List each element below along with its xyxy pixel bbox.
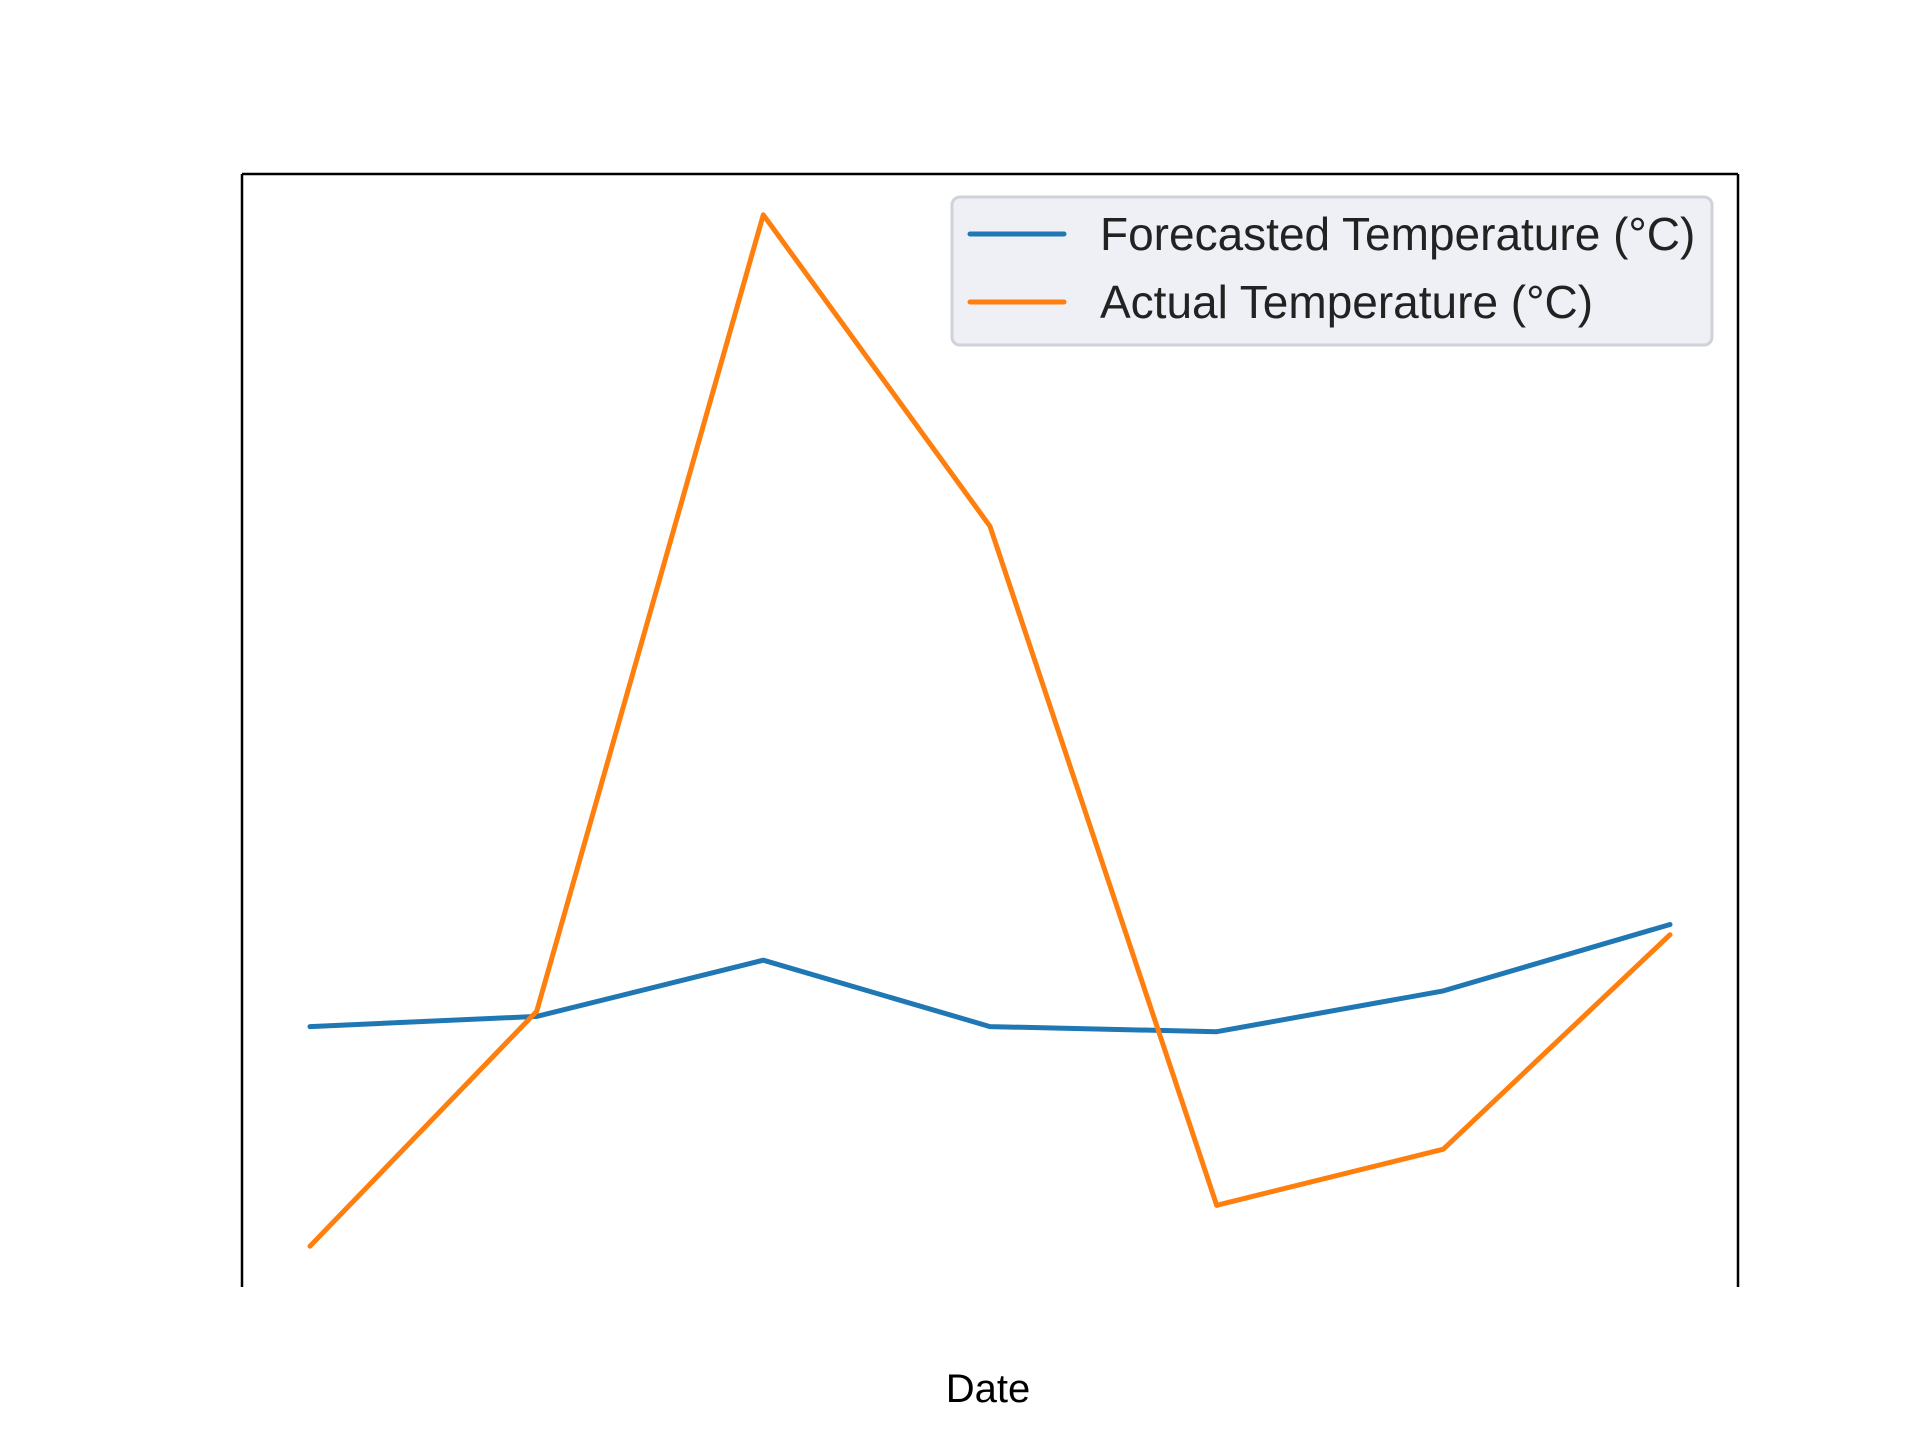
legend-label-forecasted: Forecasted Temperature (°C) (1100, 208, 1695, 260)
legend-label-actual: Actual Temperature (°C) (1100, 276, 1593, 328)
legend: Forecasted Temperature (°C) Actual Tempe… (950, 195, 1714, 347)
axes-frame (240, 172, 1740, 1287)
legend-box (950, 195, 1714, 347)
x-axis-label: Date (946, 1367, 1031, 1411)
series-line-actual (307, 212, 1673, 1249)
series-line-forecasted (307, 922, 1673, 1035)
series-layer (307, 212, 1673, 1249)
